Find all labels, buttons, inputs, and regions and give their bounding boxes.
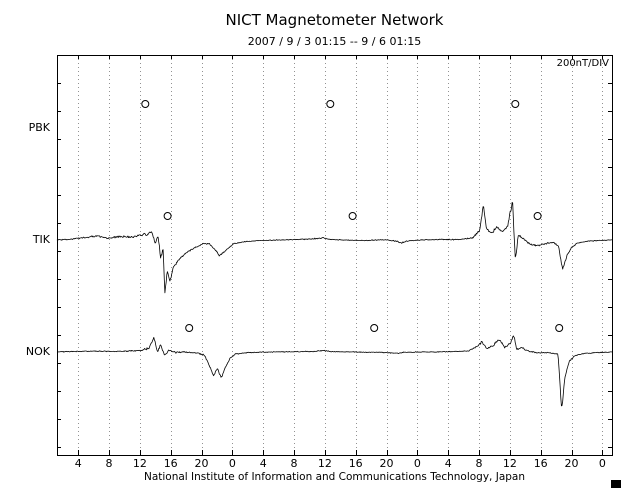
x-tick-label: 12	[133, 457, 147, 470]
trace-tik	[56, 201, 613, 294]
x-tick-label: 12	[503, 457, 517, 470]
x-tick-label: 12	[318, 457, 332, 470]
local-noon-marker	[555, 324, 564, 332]
station-label-tik: TIK	[32, 233, 50, 246]
scale-label: 200nT/DIV	[556, 58, 609, 69]
local-noon-marker	[511, 100, 520, 108]
page-title: NICT Magnetometer Network	[225, 11, 444, 29]
x-tick-label: 8	[476, 457, 483, 470]
x-tick-label: 16	[349, 457, 363, 470]
station-label-pbk: PBK	[28, 121, 50, 134]
x-tick-label: 0	[599, 457, 606, 470]
local-noon-marker	[326, 100, 335, 108]
x-tick-label: 4	[75, 457, 82, 470]
x-tick-label: 0	[414, 457, 421, 470]
local-noon-marker	[163, 212, 172, 220]
x-tick-label: 4	[445, 457, 452, 470]
footer-credit: National Institute of Information and Co…	[143, 471, 526, 483]
local-noon-marker	[533, 212, 542, 220]
x-tick-label: 8	[291, 457, 298, 470]
station-label-nok: NOK	[25, 345, 50, 358]
x-tick-label: 20	[195, 457, 209, 470]
x-tick-label: 4	[260, 457, 267, 470]
local-noon-marker	[370, 324, 379, 332]
x-tick-label: 16	[534, 457, 548, 470]
x-tick-label: 20	[380, 457, 394, 470]
x-tick-label: 8	[106, 457, 113, 470]
local-noon-marker	[185, 324, 194, 332]
x-tick-label: 0	[229, 457, 236, 470]
x-tick-label: 20	[565, 457, 579, 470]
local-noon-marker	[141, 100, 150, 108]
local-noon-marker	[348, 212, 357, 220]
trace-nok	[56, 335, 613, 407]
corner-logo-mark	[611, 480, 621, 488]
plot-border	[57, 55, 613, 456]
x-tick-label: 16	[164, 457, 178, 470]
date-range-subtitle: 2007 / 9 / 3 01:15 -- 9 / 6 01:15	[247, 35, 422, 48]
